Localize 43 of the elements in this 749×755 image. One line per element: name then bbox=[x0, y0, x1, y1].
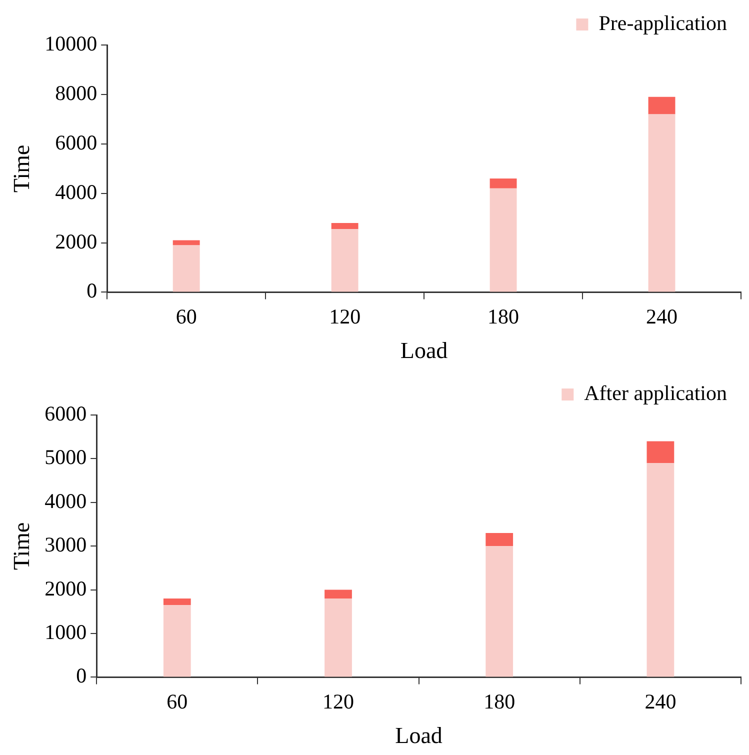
bar bbox=[486, 532, 514, 546]
x-tick-label: 120 bbox=[329, 304, 361, 328]
bar bbox=[646, 441, 674, 464]
bar bbox=[172, 245, 200, 292]
y-tick-label: 6000 bbox=[44, 402, 87, 426]
x-tick-label: 240 bbox=[644, 689, 676, 714]
x-tick-label: 60 bbox=[166, 689, 188, 714]
y-tick-label: 2000 bbox=[44, 576, 87, 600]
bar bbox=[172, 240, 200, 246]
y-tick-label: 8000 bbox=[55, 80, 98, 105]
y-tick-label: 5000 bbox=[44, 445, 87, 470]
y-tick-label: 0 bbox=[86, 278, 98, 303]
y-tick-label: 2000 bbox=[55, 229, 98, 254]
legend-label: After application bbox=[584, 381, 728, 406]
y-tick-label: 3000 bbox=[44, 532, 87, 557]
x-tick-label: 240 bbox=[646, 304, 678, 328]
x-axis-title: Load bbox=[395, 723, 443, 748]
y-axis-title: Time bbox=[8, 144, 34, 192]
x-tick-label: 120 bbox=[322, 689, 354, 714]
x-tick-label: 60 bbox=[176, 304, 197, 328]
y-axis-title: Time bbox=[8, 522, 34, 570]
y-tick-label: 6000 bbox=[55, 130, 98, 154]
x-tick-label: 180 bbox=[484, 689, 516, 714]
bar bbox=[331, 222, 358, 230]
x-axis-title: Load bbox=[400, 338, 448, 364]
bar bbox=[324, 598, 352, 677]
y-tick-label: 4000 bbox=[44, 488, 87, 513]
bar bbox=[163, 605, 191, 677]
legend-label: Pre-application bbox=[598, 11, 728, 36]
bar bbox=[648, 96, 676, 114]
bar bbox=[490, 178, 517, 188]
bar bbox=[324, 590, 352, 599]
y-tick-label: 1000 bbox=[44, 620, 87, 644]
bar bbox=[331, 229, 358, 292]
bar bbox=[646, 463, 674, 677]
bar bbox=[648, 114, 676, 292]
bar bbox=[490, 188, 517, 292]
y-tick-label: 4000 bbox=[55, 180, 98, 204]
bar bbox=[486, 546, 514, 677]
y-tick-label: 10000 bbox=[44, 32, 98, 56]
bar bbox=[163, 598, 191, 606]
y-tick-label: 0 bbox=[76, 664, 87, 688]
x-tick-label: 180 bbox=[488, 304, 520, 328]
